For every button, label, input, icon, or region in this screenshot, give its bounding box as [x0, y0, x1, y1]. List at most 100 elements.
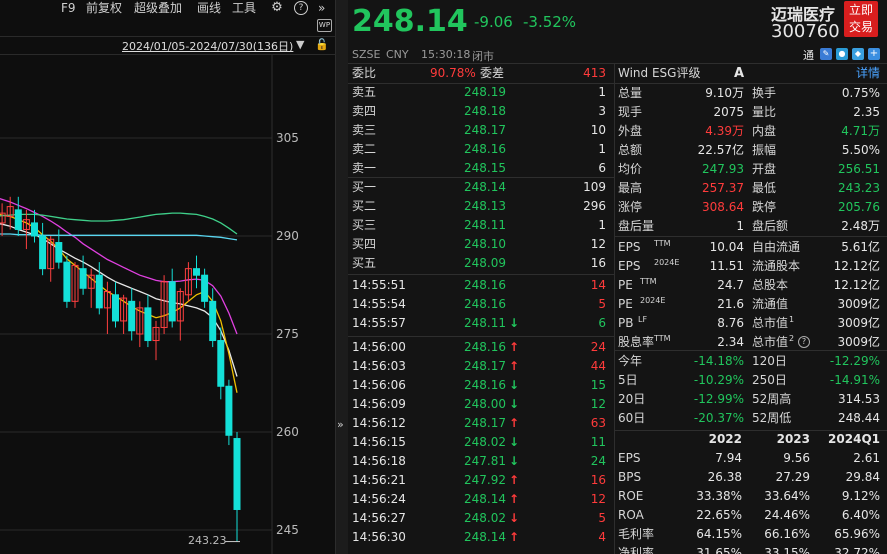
- commission-ratio-value: 90.78%: [430, 66, 476, 80]
- stat-superscript: LF: [638, 315, 648, 324]
- fin-value: 64.15%: [696, 527, 742, 541]
- tick-volume: 63: [590, 416, 606, 430]
- bid-row[interactable]: 买二 248.13 296: [352, 197, 610, 216]
- perf-label: 今年: [618, 354, 643, 368]
- performance-row: 60日 -20.37% 52周低 248.44: [618, 409, 884, 428]
- stat-row: PB LF 8.76 总市值 1 3009亿: [618, 314, 884, 333]
- stat-value: 5.50%: [841, 143, 880, 157]
- stat-value: 2.35: [853, 105, 880, 119]
- fin-row: 毛利率 64.15% 66.16% 65.96%: [618, 525, 884, 544]
- fin-value: 29.84: [845, 470, 880, 484]
- expand-chevron-icon[interactable]: »: [318, 1, 326, 15]
- tick-volume: 6: [598, 316, 606, 330]
- stat-superscript: 2024E: [640, 296, 666, 305]
- add-watchlist-icon[interactable]: +: [868, 48, 880, 60]
- perf-label: 120日: [752, 354, 787, 368]
- ask-row[interactable]: 卖四 248.18 3: [352, 102, 610, 121]
- fin-value: 32.72%: [834, 546, 880, 554]
- ask-level-label: 卖二: [352, 142, 377, 156]
- ask-row[interactable]: 卖一 248.15 6: [352, 159, 610, 178]
- lock-icon[interactable]: 🔓: [315, 38, 329, 51]
- stat-row: EPS TTM 10.04 自由流通 5.61亿: [618, 238, 884, 257]
- ask-row[interactable]: 卖五 248.19 1: [352, 83, 610, 102]
- fin-label: 毛利率: [618, 527, 655, 541]
- stock-code: 300760: [771, 21, 840, 42]
- stat-row: 盘后量 1 盘后额 2.48万: [618, 217, 884, 236]
- fin-label: EPS: [618, 451, 641, 465]
- candle-body: [144, 307, 152, 342]
- performance-row: 20日 -12.99% 52周高 314.53: [618, 390, 884, 409]
- commission-ratio-label: 委比: [352, 66, 377, 80]
- tick-price: 248.14: [464, 492, 506, 506]
- candle-body: [209, 300, 217, 342]
- fin-value: 33.38%: [696, 489, 742, 503]
- candle-body: [152, 326, 160, 342]
- fin-value: 6.40%: [841, 508, 880, 522]
- tick-arrow-icon: ↓: [509, 397, 520, 411]
- stat-label: 流通值: [752, 297, 789, 311]
- bid-row[interactable]: 买一 248.14 109: [352, 178, 610, 197]
- forward-adjust-button[interactable]: 前复权: [86, 1, 123, 15]
- ask-price: 248.17: [464, 123, 506, 137]
- stat-value: 2.34: [717, 335, 744, 349]
- info-icon[interactable]: ?: [798, 336, 810, 348]
- chevron-right-icon[interactable]: »: [337, 418, 344, 431]
- edit-icon[interactable]: ✎: [820, 48, 832, 60]
- super-overlay-button[interactable]: 超级叠加: [134, 1, 183, 15]
- collapse-sidebar[interactable]: »: [336, 0, 348, 554]
- trade-button-line1: 立即: [848, 3, 873, 17]
- stat-label: 开盘: [752, 162, 777, 176]
- stat-superscript: 1: [789, 315, 795, 324]
- tick-price: 248.17: [464, 359, 506, 373]
- tick-volume: 12: [590, 397, 606, 411]
- dropdown-triangle-icon[interactable]: ▼: [296, 38, 305, 51]
- stat-value: 21.6: [717, 297, 744, 311]
- bid-row[interactable]: 买四 248.10 12: [352, 235, 610, 254]
- tick-arrow-icon: ↑: [509, 530, 520, 544]
- tick-arrow-icon: ↑: [509, 340, 520, 354]
- wp-icon[interactable]: WP: [317, 19, 332, 32]
- stat-row: 总额 22.57亿 振幅 5.50%: [618, 141, 884, 160]
- stat-value: 22.57亿: [697, 143, 744, 157]
- ask-row[interactable]: 卖二 248.16 1: [352, 140, 610, 159]
- bid-volume: 16: [590, 256, 606, 270]
- tong-label[interactable]: 通: [803, 49, 814, 62]
- stat-value: 12.12亿: [833, 259, 880, 273]
- help-icon[interactable]: ?: [294, 1, 308, 15]
- bid-row[interactable]: 买三 248.11 1: [352, 216, 610, 235]
- tick-row: 14:55:54 248.16 5: [352, 295, 610, 314]
- tick-price: 248.00: [464, 397, 506, 411]
- tick-time: 14:56:00: [352, 340, 406, 354]
- tick-price: 248.17: [464, 416, 506, 430]
- ask-volume: 6: [598, 161, 606, 175]
- esg-detail-link[interactable]: 详情: [855, 66, 880, 80]
- perf-label: 52周低: [752, 411, 792, 425]
- tick-price: 248.11: [464, 316, 506, 330]
- ask-row[interactable]: 卖三 248.17 10: [352, 121, 610, 140]
- f9-button[interactable]: F9: [61, 1, 76, 15]
- fin-label: 净利率: [618, 546, 655, 554]
- bell-icon[interactable]: ●: [836, 48, 848, 60]
- date-range-label[interactable]: 2024/01/05-2024/07/30(136日): [122, 40, 294, 53]
- commission-diff-label: 委差: [480, 66, 505, 80]
- tools-button[interactable]: 工具: [232, 1, 257, 15]
- tick-time: 14:56:27: [352, 511, 406, 525]
- stat-label: 总量: [618, 86, 643, 100]
- draw-line-button[interactable]: 画线: [197, 1, 222, 15]
- stat-label: 自由流通: [752, 240, 801, 254]
- stat-row: 总量 9.10万 换手 0.75%: [618, 84, 884, 103]
- stock-name: 迈瑞医疗: [771, 5, 836, 24]
- trade-now-button[interactable]: 立即 交易: [844, 1, 878, 37]
- stat-label: 最高: [618, 181, 643, 195]
- tick-arrow-icon: ↑: [509, 473, 520, 487]
- bid-level-label: 买一: [352, 180, 377, 194]
- gear-icon[interactable]: ⚙: [271, 0, 283, 15]
- bid-row[interactable]: 买五 248.09 16: [352, 254, 610, 273]
- candle-body: [95, 274, 103, 309]
- fin-value: 2.61: [853, 451, 880, 465]
- kline-chart-pane[interactable]: F9 前复权 超级叠加 画线 工具 ⚙ ? » WP 2024/01/05-20…: [0, 0, 336, 554]
- tick-row: 14:56:15 248.02 ↓ 11: [352, 433, 610, 452]
- share-icon[interactable]: ◆: [852, 48, 864, 60]
- tick-time: 14:56:24: [352, 492, 406, 506]
- fin-row: EPS 7.94 9.56 2.61: [618, 449, 884, 468]
